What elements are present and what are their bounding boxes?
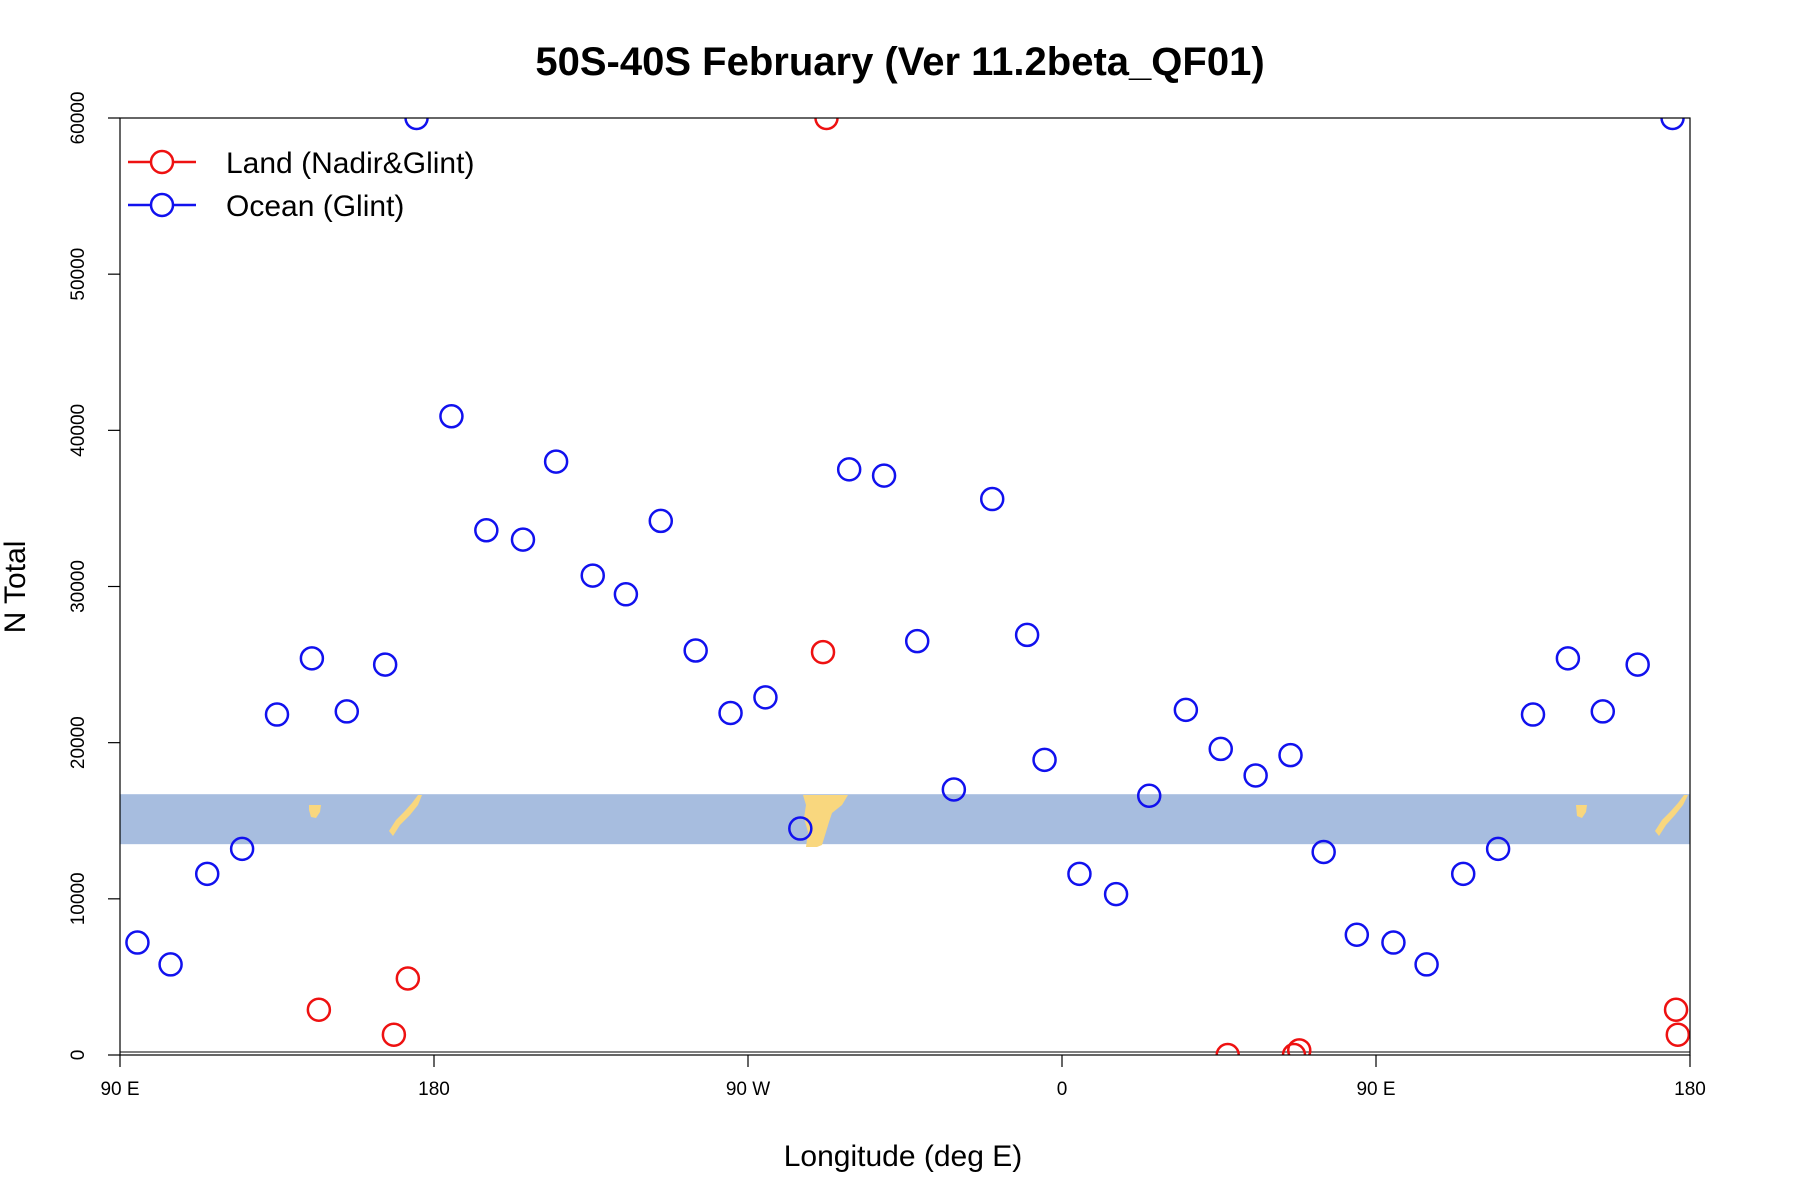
point-ocean — [1243, 763, 1268, 788]
point-ocean — [543, 449, 569, 474]
point-ocean — [1311, 839, 1336, 865]
y-axis-label: N Total — [0, 541, 32, 634]
point-ocean — [718, 700, 743, 726]
point-ocean — [125, 930, 150, 955]
point-ocean — [264, 702, 290, 727]
point-ocean — [334, 699, 360, 724]
point-ocean — [613, 582, 639, 607]
land-tasmania-repeat — [1576, 805, 1587, 818]
chart-title: 50S-40S February (Ver 11.2beta_QF01) — [535, 40, 1264, 84]
point-ocean — [1660, 118, 1685, 131]
point-ocean — [510, 527, 536, 552]
point-ocean — [1032, 747, 1057, 773]
point-ocean — [404, 118, 429, 131]
background-map — [120, 794, 1690, 847]
x-axis-label: Longitude (deg E) — [784, 1140, 1023, 1173]
point-ocean — [753, 685, 778, 710]
point-ocean — [1173, 697, 1199, 723]
legend-label-land: Land (Nadir&Glint) — [226, 147, 474, 180]
legend-marker-ocean — [149, 192, 175, 218]
point-land — [1710, 967, 1732, 989]
legend-item-ocean: Ocean (Glint) — [128, 190, 404, 223]
point-land — [810, 639, 836, 665]
point-ocean — [904, 628, 930, 654]
point-land — [381, 1022, 407, 1047]
point-land — [1721, 107, 1743, 129]
legend-item-land: Land (Nadir&Glint) — [128, 147, 474, 180]
x-tick-label: 180 — [1674, 1079, 1706, 1100]
ocean-band — [120, 794, 1690, 845]
x-tick-label: 90 E — [100, 1079, 139, 1100]
x-tick-label: 0 — [1057, 1079, 1068, 1100]
legend-label-ocean: Ocean (Glint) — [226, 190, 404, 223]
point-ocean — [372, 652, 398, 677]
y-tick-label: 30000 — [68, 560, 89, 613]
point-ocean — [1067, 861, 1092, 887]
legend: Land (Nadir&Glint) Ocean (Glint) — [128, 147, 474, 223]
x-tick-label: 180 — [418, 1079, 450, 1100]
land-new-zealand-repeat — [1655, 795, 1688, 836]
point-ocean — [1014, 622, 1040, 648]
y-tick-label: 50000 — [68, 248, 89, 301]
point-ocean — [1344, 922, 1370, 948]
y-tick-label: 40000 — [68, 404, 89, 457]
point-ocean — [1208, 736, 1233, 762]
data-points — [125, 107, 1743, 1055]
axes: 90 E 180 90 W 0 90 E 180 0 10000 20000 30000 40000… — [68, 92, 1706, 1100]
point-ocean — [1485, 836, 1511, 862]
point-ocean — [158, 952, 183, 977]
point-ocean — [1103, 881, 1129, 907]
y-tick-label: 60000 — [68, 92, 89, 145]
land-patagonia — [803, 795, 848, 847]
point-ocean — [194, 861, 220, 887]
point-ocean — [648, 508, 674, 534]
point-ocean — [580, 563, 605, 588]
point-ocean — [979, 486, 1005, 512]
point-ocean — [1414, 952, 1439, 977]
y-tick-label: 0 — [68, 1050, 89, 1061]
point-land — [1663, 997, 1689, 1022]
land-new-zealand — [389, 795, 422, 836]
land-tasmania — [309, 805, 321, 818]
point-land — [395, 966, 421, 991]
point-ocean — [1381, 930, 1406, 955]
point-ocean — [1520, 702, 1546, 727]
plot-frame — [119, 117, 1691, 1056]
point-land — [1286, 1038, 1312, 1055]
y-tick-label: 10000 — [68, 872, 89, 925]
point-ocean — [229, 836, 255, 862]
point-ocean — [1555, 646, 1581, 671]
legend-marker-land — [149, 149, 175, 175]
point-ocean — [1136, 783, 1162, 809]
point-ocean — [1450, 861, 1476, 887]
point-land — [306, 997, 332, 1022]
point-ocean — [1278, 742, 1303, 768]
point-ocean — [1625, 652, 1650, 677]
point-land — [1215, 1042, 1240, 1055]
point-ocean — [439, 404, 464, 429]
y-tick-label: 20000 — [68, 716, 89, 769]
point-ocean — [299, 646, 325, 671]
x-tick-label: 90 W — [726, 1079, 770, 1100]
point-ocean — [871, 463, 897, 488]
point-land — [814, 118, 839, 131]
point-land — [1281, 1042, 1307, 1055]
point-ocean — [836, 457, 862, 482]
x-tick-label: 90 E — [1356, 1079, 1395, 1100]
point-ocean — [683, 638, 708, 663]
point-ocean — [1696, 107, 1718, 129]
point-land — [1665, 1022, 1690, 1047]
point-ocean — [1590, 699, 1616, 724]
point-ocean — [474, 518, 499, 543]
point-ocean — [941, 777, 967, 802]
point-ocean — [788, 816, 813, 841]
